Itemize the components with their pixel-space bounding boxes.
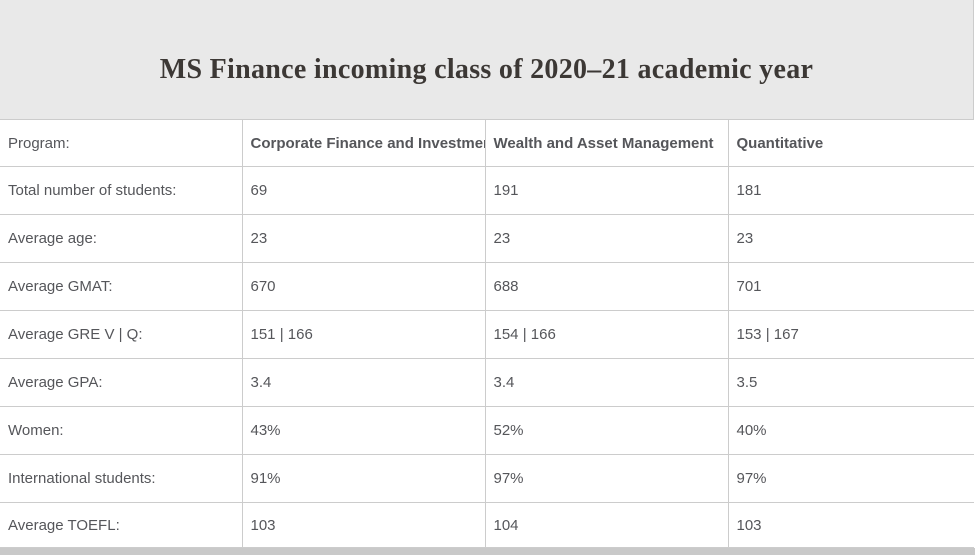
cell-value: 3.4 xyxy=(241,358,485,407)
cell-value: 103 xyxy=(727,502,974,548)
table-row: Average GRE V | Q: 151 | 166 154 | 166 1… xyxy=(0,310,974,359)
title-band: MS Finance incoming class of 2020–21 aca… xyxy=(0,0,973,119)
row-label: Average GMAT: xyxy=(0,262,242,311)
row-label: Women: xyxy=(0,406,242,455)
cell-value: 670 xyxy=(241,262,485,311)
row-label: Average GPA: xyxy=(0,358,242,407)
cell-value: 91% xyxy=(241,454,485,503)
cell-value: 23 xyxy=(241,214,485,263)
class-profile-table: Program: Corporate Finance and Investmen… xyxy=(0,119,974,548)
cell-value: 40% xyxy=(727,406,974,455)
cell-value: 688 xyxy=(484,262,728,311)
column-header-corporate-finance: Corporate Finance and Investments xyxy=(241,119,485,167)
cell-value: 104 xyxy=(484,502,728,548)
cell-value: 23 xyxy=(484,214,728,263)
cell-value: 23 xyxy=(727,214,974,263)
cell-value: 3.4 xyxy=(484,358,728,407)
cell-value: 103 xyxy=(241,502,485,548)
cell-value: 69 xyxy=(241,166,485,215)
cell-value: 153 | 167 xyxy=(727,310,974,359)
cell-value: 154 | 166 xyxy=(484,310,728,359)
cell-value: 151 | 166 xyxy=(241,310,485,359)
table-row: Women: 43% 52% 40% xyxy=(0,406,974,455)
page-title: MS Finance incoming class of 2020–21 aca… xyxy=(159,54,814,85)
cell-value: 43% xyxy=(241,406,485,455)
table-row: Average TOEFL: 103 104 103 xyxy=(0,502,974,548)
column-header-wealth-asset: Wealth and Asset Management xyxy=(484,119,728,167)
row-label: Average TOEFL: xyxy=(0,502,242,548)
table-row: Average GMAT: 670 688 701 xyxy=(0,262,974,311)
table-row: Average age: 23 23 23 xyxy=(0,214,974,263)
cell-value: 181 xyxy=(727,166,974,215)
column-header-quantitative: Quantitative xyxy=(727,119,974,167)
table-header-row: Program: Corporate Finance and Investmen… xyxy=(0,119,974,167)
cell-value: 191 xyxy=(484,166,728,215)
header-label: Program: xyxy=(0,119,242,167)
bottom-divider-strip xyxy=(0,548,975,555)
cell-value: 52% xyxy=(484,406,728,455)
table-row: Total number of students: 69 191 181 xyxy=(0,166,974,215)
row-label: Average age: xyxy=(0,214,242,263)
cell-value: 97% xyxy=(484,454,728,503)
table-row: International students: 91% 97% 97% xyxy=(0,454,974,503)
table-row: Average GPA: 3.4 3.4 3.5 xyxy=(0,358,974,407)
cell-value: 3.5 xyxy=(727,358,974,407)
cell-value: 701 xyxy=(727,262,974,311)
row-label: International students: xyxy=(0,454,242,503)
row-label: Average GRE V | Q: xyxy=(0,310,242,359)
row-label: Total number of students: xyxy=(0,166,242,215)
cell-value: 97% xyxy=(727,454,974,503)
